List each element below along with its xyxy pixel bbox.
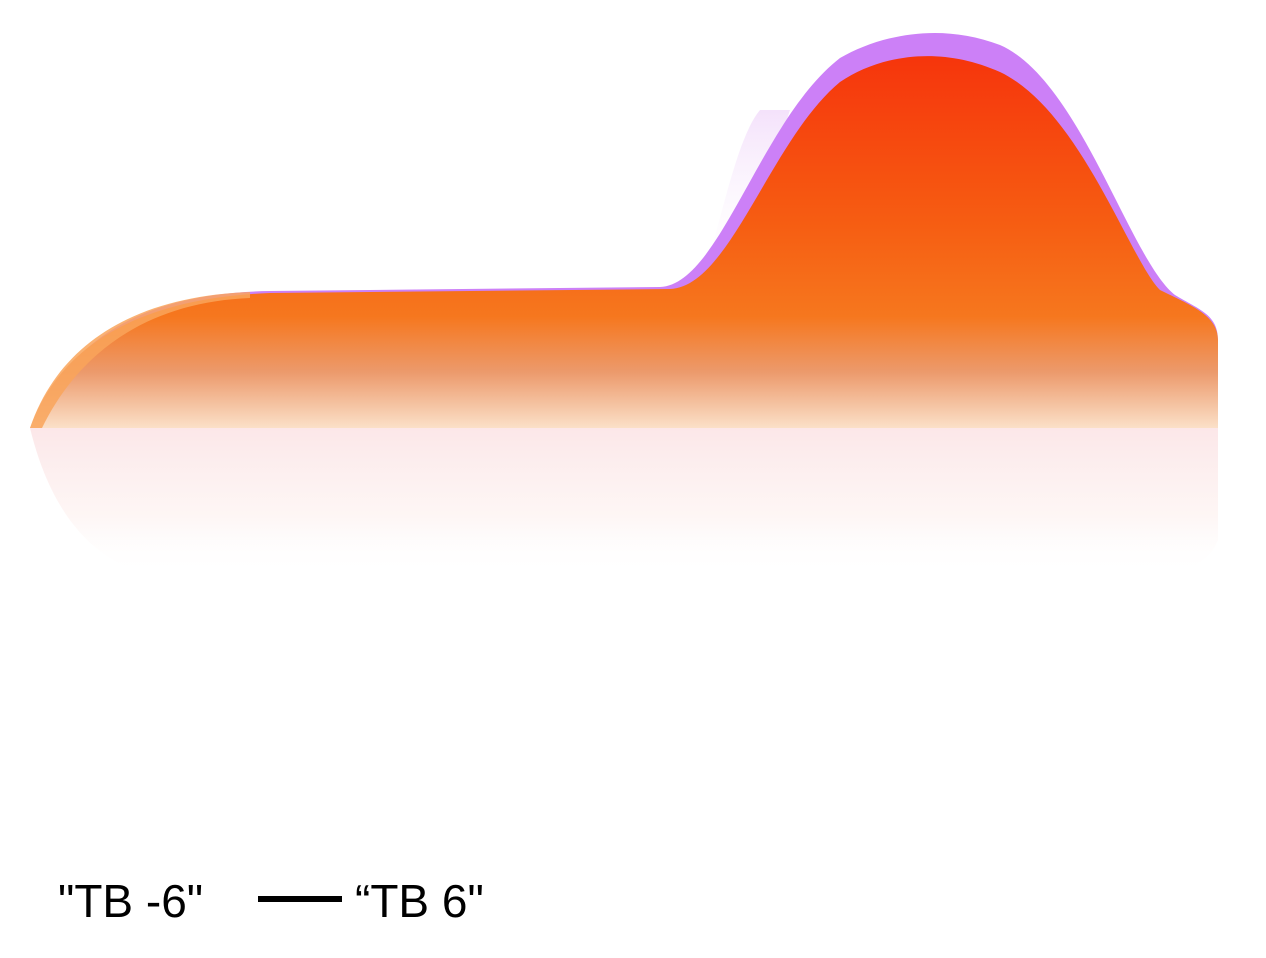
reflection-shape [30,428,1218,575]
orange-layer [30,56,1218,428]
left-rim [30,292,250,428]
range-end-label: “TB 6" [355,875,484,927]
range-start-label: "TB -6" [58,875,204,927]
range-dash [258,896,342,902]
